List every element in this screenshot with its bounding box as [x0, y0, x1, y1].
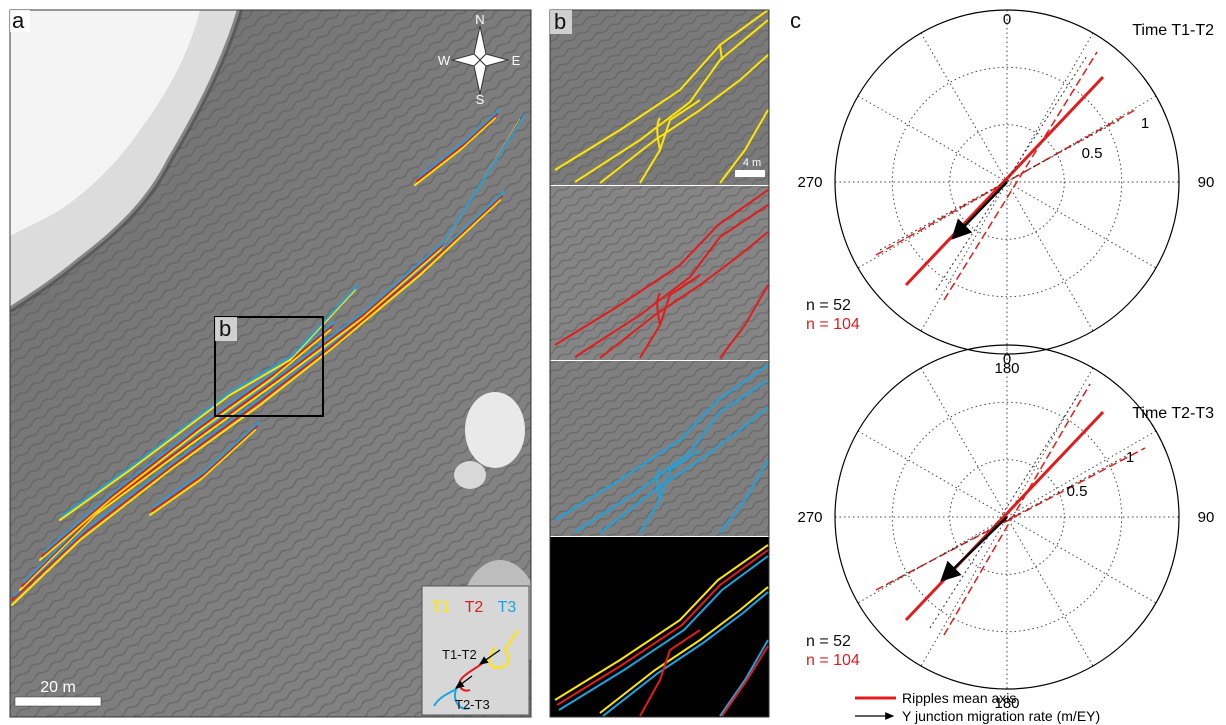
inset-box: [214, 316, 324, 417]
panel-a-letter: a: [12, 8, 25, 33]
panel-b: 4 m: [549, 9, 770, 718]
legend-arrow2-label: T2-T3: [455, 697, 490, 712]
legend-ripples-label: Ripples mean axis: [902, 690, 1016, 706]
bottom-label-0: 0: [1003, 351, 1011, 368]
top-label-r1: 1: [1141, 115, 1149, 132]
top-n-black: n = 52: [806, 297, 851, 314]
inset-label: b: [219, 316, 231, 341]
top-n-red: n = 104: [806, 316, 860, 333]
legend-c: Ripples mean axis Y junction migration r…: [855, 690, 1100, 724]
subpanel-t1: 4 m: [550, 10, 769, 185]
compass-w: W: [438, 53, 451, 68]
panel-c-letter: c: [790, 8, 801, 33]
compass-n: N: [475, 12, 484, 27]
ripple-traces: [11, 109, 525, 606]
rose-diagram-bottom: 0 180 90 270 1 0.5 Time T2-T3 n = 52 n =…: [797, 344, 1215, 712]
bottom-label-r05: 0.5: [1067, 483, 1088, 500]
bottom-title: Time T2-T3: [1132, 405, 1214, 422]
legend-t2: T2: [465, 599, 484, 616]
legend-t3: T3: [498, 599, 517, 616]
bottom-n-red: n = 104: [806, 652, 860, 669]
top-label-r05: 0.5: [1082, 145, 1103, 162]
subpanel-t2: [550, 186, 769, 360]
bottom-label-90: 90: [1198, 509, 1215, 526]
legend-junction-label: Y junction migration rate (m/EY): [902, 708, 1100, 724]
scale-bar-a: 20 m: [14, 679, 102, 707]
subpanel-combined: [550, 537, 769, 717]
bottom-n-black: n = 52: [806, 633, 851, 650]
scale-label-a: 20 m: [40, 679, 76, 696]
panel-c: c 0 180 90 270: [790, 8, 1214, 724]
legend-t1: T1: [432, 599, 451, 616]
top-label-0: 0: [1003, 11, 1011, 28]
bottom-label-270: 270: [797, 509, 822, 526]
ripples-axis-top: [904, 75, 1105, 287]
bottom-label-r1: 1: [1126, 449, 1134, 466]
ripples-axis-bottom: [904, 410, 1105, 622]
top-label-270: 270: [797, 174, 822, 191]
panel-b-letter: b: [554, 9, 566, 34]
rose-diagram-top: 0 180 90 270 1 0.5 Time T1-T2 n = 52 n =…: [797, 9, 1215, 377]
junction-arrow-bottom: [940, 516, 1008, 582]
legend-box-a: T1 T2 T3 T1-T2 T2-T3: [421, 585, 530, 716]
bottom-label-180: 180: [994, 695, 1019, 712]
top-title: Time T1-T2: [1132, 22, 1214, 39]
bright-patch: [465, 392, 525, 468]
junction-arrow-top: [951, 181, 1008, 240]
top-label-90: 90: [1198, 174, 1215, 191]
panel-a: b a N S E W 20 m T1 T2 T3: [9, 8, 532, 718]
scale-label-b: 4 m: [743, 157, 761, 169]
legend-arrow1-label: T1-T2: [442, 647, 477, 662]
compass-s: S: [476, 92, 485, 107]
subpanel-t3: [550, 361, 769, 536]
compass-e: E: [512, 53, 521, 68]
compass-icon: N S E W: [438, 12, 521, 107]
